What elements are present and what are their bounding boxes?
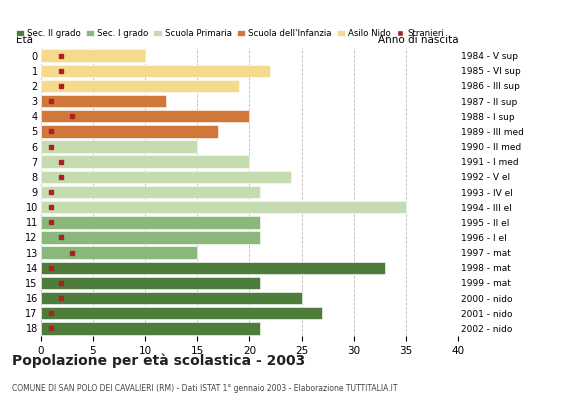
Text: Popolazione per età scolastica - 2003: Popolazione per età scolastica - 2003 (12, 354, 305, 368)
Bar (41, 246, 197, 259)
Bar (41, 322, 260, 335)
Bar (41, 292, 302, 304)
Bar (41, 95, 166, 107)
Bar (41, 64, 270, 77)
Bar (41, 110, 249, 122)
Bar (41, 49, 145, 62)
Bar (41, 307, 322, 320)
Legend: Sec. II grado, Sec. I grado, Scuola Primaria, Scuola dell'Infanzia, Asilo Nido, : Sec. II grado, Sec. I grado, Scuola Prim… (16, 29, 444, 38)
Bar (41, 277, 260, 289)
Bar (41, 156, 249, 168)
Bar (41, 231, 260, 244)
Bar (41, 201, 406, 213)
Bar (41, 140, 197, 153)
Text: Età: Età (16, 35, 32, 45)
Bar (41, 125, 218, 138)
Bar (41, 80, 239, 92)
Bar (41, 186, 260, 198)
Bar (41, 262, 385, 274)
Text: COMUNE DI SAN POLO DEI CAVALIERI (RM) - Dati ISTAT 1° gennaio 2003 - Elaborazion: COMUNE DI SAN POLO DEI CAVALIERI (RM) - … (12, 384, 397, 393)
Bar (41, 216, 260, 228)
Bar (41, 171, 291, 183)
Text: Anno di nascita: Anno di nascita (378, 35, 458, 45)
